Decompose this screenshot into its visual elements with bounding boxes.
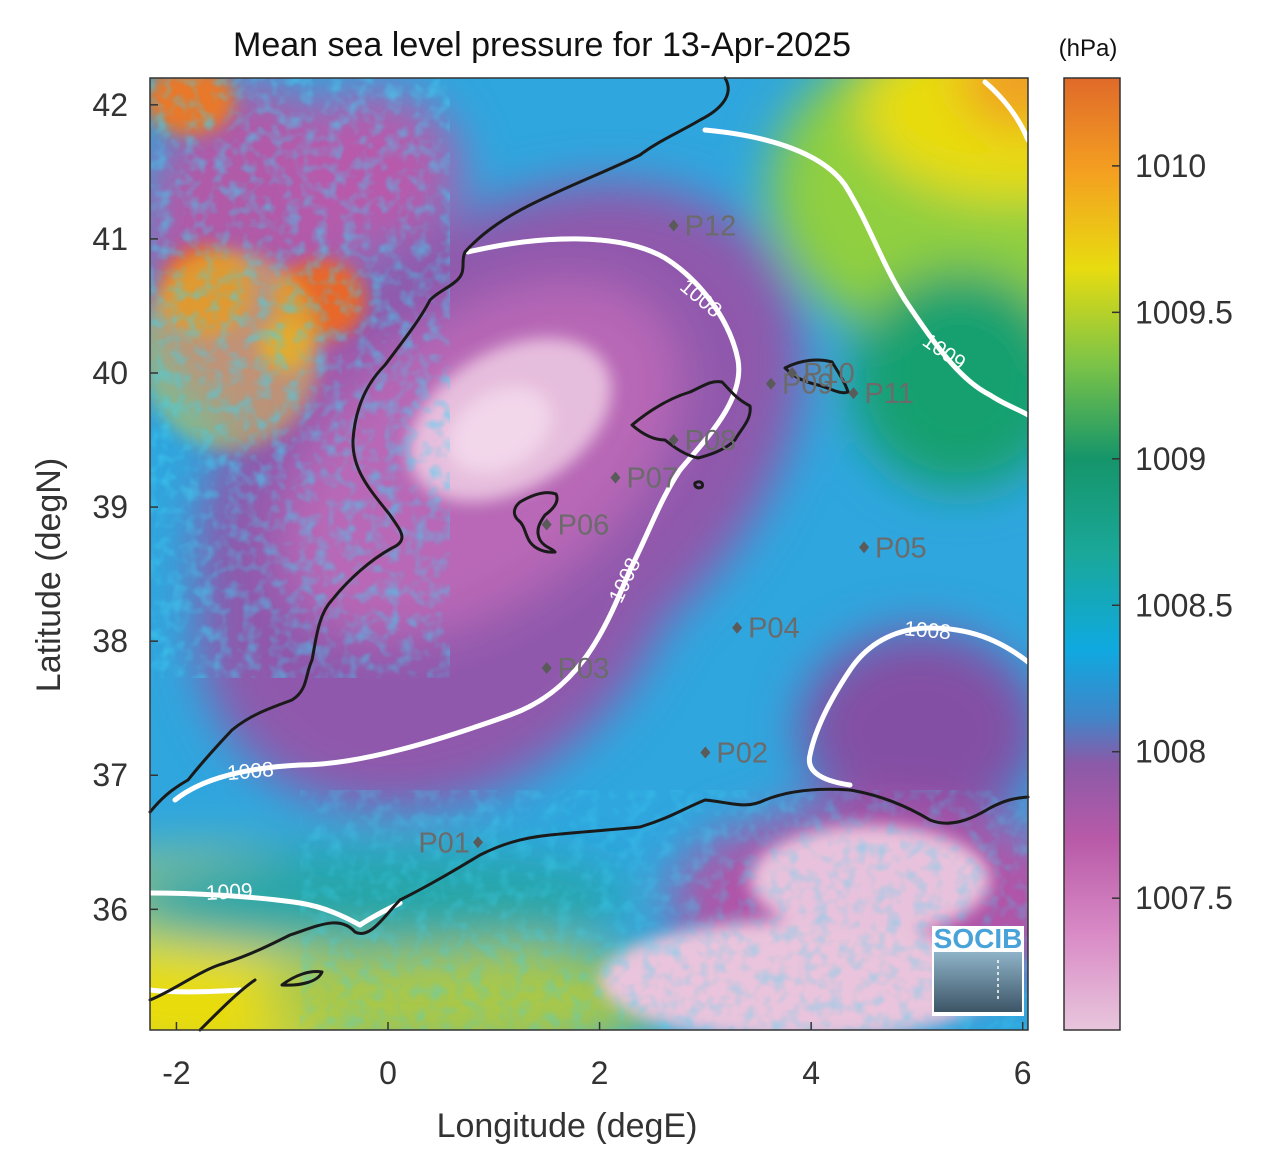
station-label: P04 — [748, 613, 800, 645]
station-marker — [668, 434, 679, 447]
station-label: P02 — [716, 737, 768, 769]
socib-logo-text: SOCIB — [934, 923, 1023, 954]
island-cabrera — [693, 480, 704, 490]
station-label: P03 — [558, 653, 610, 685]
station-p01[interactable]: P01 — [418, 827, 483, 859]
coastline-iberia — [148, 76, 730, 814]
station-p11[interactable]: P11 — [848, 378, 914, 410]
colorbar: (hPa) 1007.5 1008 1008.5 1009 1009.5 1010 — [1059, 35, 1233, 1031]
x-tick-label: 0 — [379, 1055, 397, 1091]
coastlines — [148, 76, 1030, 1032]
station-label: P11 — [864, 378, 913, 410]
station-p07[interactable]: P07 — [610, 463, 678, 495]
isobar-contours — [150, 79, 1028, 995]
x-axis: -2 0 2 4 6 — [162, 1022, 1032, 1091]
station-marker — [859, 541, 870, 554]
colorbar-tick-label: 1009.5 — [1135, 294, 1233, 330]
isobar-1009-east — [702, 127, 1028, 418]
station-label: P05 — [875, 532, 927, 564]
station-label: P12 — [685, 210, 737, 242]
x-tick-label: 2 — [591, 1055, 609, 1091]
station-marker — [848, 387, 859, 400]
coastline-north-africa — [148, 787, 1030, 1002]
y-tick-label: 42 — [92, 87, 128, 123]
pressure-field — [150, 78, 1028, 1030]
chart-title: Mean sea level pressure for 13-Apr-2025 — [233, 26, 851, 64]
station-marker — [700, 746, 711, 759]
y-tick-label: 38 — [92, 623, 128, 659]
station-p03[interactable]: P03 — [541, 653, 610, 685]
colorbar-tick-label: 1010 — [1135, 148, 1206, 184]
station-marker — [541, 518, 552, 531]
isobar-1008-east — [806, 625, 1028, 788]
contour-label: 1008 — [903, 617, 952, 644]
station-marker — [787, 366, 798, 379]
coastline-southwest-wedge — [198, 978, 257, 1032]
station-label: P08 — [685, 425, 737, 457]
station-marker — [668, 219, 679, 232]
colorbar-tick-label: 1008 — [1135, 734, 1206, 770]
station-marker — [472, 836, 483, 849]
station-p04[interactable]: P04 — [732, 613, 800, 645]
x-tick-label: 4 — [802, 1055, 820, 1091]
island-ibiza — [512, 491, 559, 554]
y-tick-label: 36 — [92, 891, 128, 927]
colorbar-tick-label: 1008.5 — [1135, 587, 1233, 623]
isobar-1009-sw-low — [150, 987, 243, 995]
y-axis-label: Latitude (degN) — [30, 458, 68, 692]
station-marker — [610, 471, 621, 484]
map-frame — [149, 77, 1029, 1031]
colorbar-ticks: 1007.5 1008 1008.5 1009 1009.5 1010 — [1112, 148, 1233, 916]
colorbar-gradient — [1063, 77, 1121, 1031]
station-p10[interactable]: P10 — [787, 358, 855, 390]
contour-label: 1008 — [226, 758, 275, 785]
socib-logo: SOCIB — [932, 923, 1024, 1016]
station-label: P06 — [558, 510, 610, 542]
isobar-1009-ne-corner — [982, 79, 1028, 143]
colorbar-unit: (hPa) — [1059, 35, 1118, 62]
station-label: P10 — [803, 358, 855, 390]
y-tick-label: 40 — [92, 355, 128, 391]
x-axis-label: Longitude (degE) — [437, 1107, 698, 1145]
station-p05[interactable]: P05 — [859, 532, 927, 564]
station-label: P01 — [418, 827, 470, 859]
station-p12[interactable]: P12 — [668, 210, 737, 242]
station-marker — [732, 621, 743, 634]
isobar-1008-west — [172, 236, 742, 803]
island-alboran-coast — [280, 970, 324, 987]
colorbar-tick-label: 1009 — [1135, 441, 1206, 477]
y-tick-label: 37 — [92, 757, 128, 793]
y-tick-label: 41 — [92, 221, 128, 257]
station-p08[interactable]: P08 — [668, 425, 737, 457]
station-marker — [541, 661, 552, 674]
station-p02[interactable]: P02 — [700, 737, 768, 769]
station-marker — [765, 377, 776, 390]
colorbar-tick-label: 1007.5 — [1135, 880, 1233, 916]
station-label: P07 — [626, 463, 678, 495]
contour-label: 1009 — [205, 880, 253, 905]
x-tick-label: -2 — [162, 1055, 190, 1091]
y-axis: 36 37 38 39 40 41 42 — [92, 87, 158, 927]
island-menorca — [783, 358, 850, 395]
island-mallorca — [630, 380, 752, 460]
x-tick-label: 6 — [1014, 1055, 1032, 1091]
isobar-1009-sw — [150, 890, 403, 928]
station-p06[interactable]: P06 — [541, 510, 610, 542]
y-tick-label: 39 — [92, 489, 128, 525]
